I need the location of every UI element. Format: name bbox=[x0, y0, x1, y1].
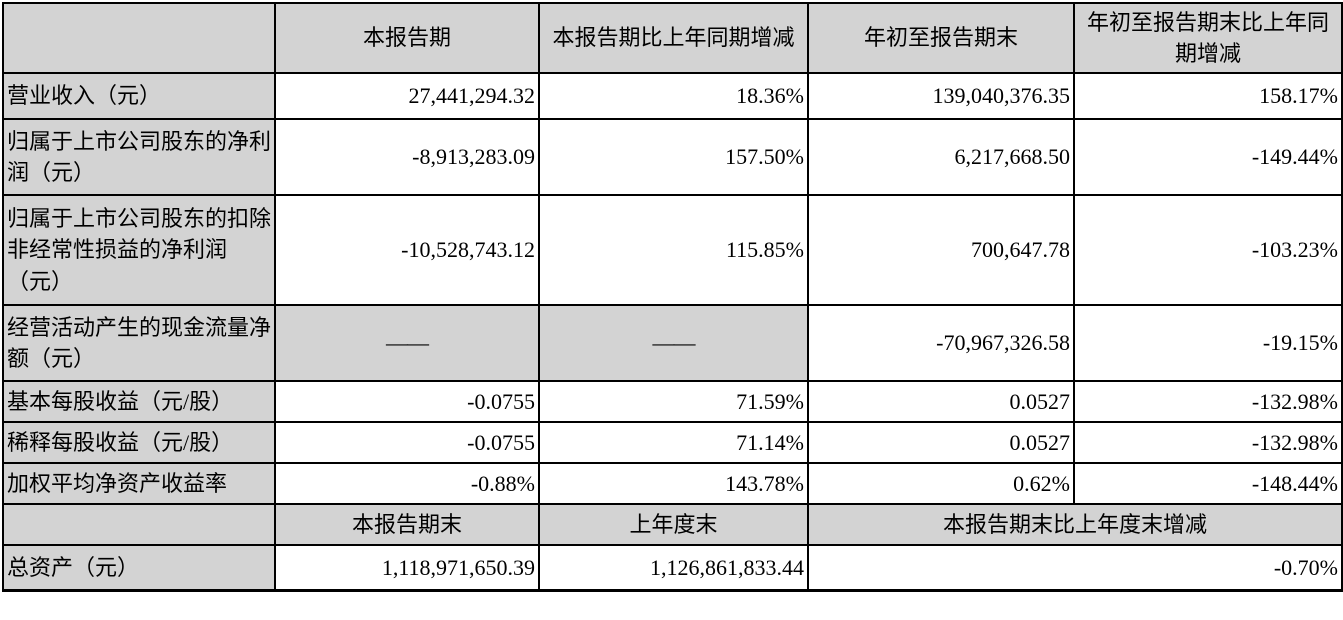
corner-cell bbox=[2, 503, 276, 546]
column-header-period-end-change: 本报告期末比上年度末增减 bbox=[807, 503, 1343, 546]
row-header: 归属于上市公司股东的扣除非经常性损益的净利润（元） bbox=[2, 194, 276, 306]
column-header-ytd-yoy: 年初至报告期末比上年同期增减 bbox=[1073, 2, 1343, 74]
row-header: 加权平均净资产收益率 bbox=[2, 462, 276, 505]
cell-current: -8,913,283.09 bbox=[274, 118, 540, 196]
cell-ytd: 6,217,668.50 bbox=[807, 118, 1075, 196]
cell-current-yoy: 71.14% bbox=[538, 421, 809, 464]
cell-ytd-yoy: -148.44% bbox=[1073, 462, 1343, 505]
row-header: 营业收入（元） bbox=[2, 72, 276, 120]
table-row-net-profit: 归属于上市公司股东的净利润（元） -8,913,283.09 157.50% 6… bbox=[2, 118, 1343, 196]
cell-current-yoy: 18.36% bbox=[538, 72, 809, 120]
row-header: 基本每股收益（元/股） bbox=[2, 380, 276, 423]
cell-ytd-yoy: -149.44% bbox=[1073, 118, 1343, 196]
cell-period-end: 1,118,971,650.39 bbox=[274, 544, 540, 592]
column-header-period-end: 本报告期末 bbox=[274, 503, 540, 546]
cell-ytd: 0.0527 bbox=[807, 380, 1075, 423]
cell-current-yoy-dash: —— bbox=[538, 304, 809, 382]
financial-summary-table: 本报告期 本报告期比上年同期增减 年初至报告期末 年初至报告期末比上年同期增减 … bbox=[2, 2, 1343, 592]
header-row: 本报告期 本报告期比上年同期增减 年初至报告期末 年初至报告期末比上年同期增减 bbox=[2, 2, 1343, 74]
cell-ytd: 700,647.78 bbox=[807, 194, 1075, 306]
table-row-operating-revenue: 营业收入（元） 27,441,294.32 18.36% 139,040,376… bbox=[2, 72, 1343, 120]
table-row-operating-cash-flow: 经营活动产生的现金流量净额（元） —— —— -70,967,326.58 -1… bbox=[2, 304, 1343, 382]
cell-ytd-yoy: -132.98% bbox=[1073, 380, 1343, 423]
corner-cell bbox=[2, 2, 276, 74]
column-header-prior-year-end: 上年度末 bbox=[538, 503, 809, 546]
table-row-net-profit-excl-nonrecurring: 归属于上市公司股东的扣除非经常性损益的净利润（元） -10,528,743.12… bbox=[2, 194, 1343, 306]
cell-ytd-yoy: 158.17% bbox=[1073, 72, 1343, 120]
cell-current: 27,441,294.32 bbox=[274, 72, 540, 120]
secondary-header-row: 本报告期末 上年度末 本报告期末比上年度末增减 bbox=[2, 503, 1343, 546]
cell-current-yoy: 115.85% bbox=[538, 194, 809, 306]
cell-ytd: 139,040,376.35 bbox=[807, 72, 1075, 120]
cell-ytd-yoy: -132.98% bbox=[1073, 421, 1343, 464]
row-header: 经营活动产生的现金流量净额（元） bbox=[2, 304, 276, 382]
column-header-current-period: 本报告期 bbox=[274, 2, 540, 74]
cell-ytd-yoy: -103.23% bbox=[1073, 194, 1343, 306]
cell-ytd: -70,967,326.58 bbox=[807, 304, 1075, 382]
cell-ytd: 0.0527 bbox=[807, 421, 1075, 464]
column-header-current-period-yoy: 本报告期比上年同期增减 bbox=[538, 2, 809, 74]
cell-period-end-change: -0.70% bbox=[807, 544, 1343, 592]
cell-current-dash: —— bbox=[274, 304, 540, 382]
row-header: 稀释每股收益（元/股） bbox=[2, 421, 276, 464]
cell-current: -0.88% bbox=[274, 462, 540, 505]
cell-current: -10,528,743.12 bbox=[274, 194, 540, 306]
row-header: 总资产（元） bbox=[2, 544, 276, 592]
table-row-weighted-avg-roe: 加权平均净资产收益率 -0.88% 143.78% 0.62% -148.44% bbox=[2, 462, 1343, 505]
table-row-basic-eps: 基本每股收益（元/股） -0.0755 71.59% 0.0527 -132.9… bbox=[2, 380, 1343, 423]
column-header-ytd: 年初至报告期末 bbox=[807, 2, 1075, 74]
table-row-diluted-eps: 稀释每股收益（元/股） -0.0755 71.14% 0.0527 -132.9… bbox=[2, 421, 1343, 464]
cell-current-yoy: 71.59% bbox=[538, 380, 809, 423]
cell-ytd-yoy: -19.15% bbox=[1073, 304, 1343, 382]
table-row-total-assets: 总资产（元） 1,118,971,650.39 1,126,861,833.44… bbox=[2, 544, 1343, 592]
row-header: 归属于上市公司股东的净利润（元） bbox=[2, 118, 276, 196]
cell-ytd: 0.62% bbox=[807, 462, 1075, 505]
cell-current-yoy: 157.50% bbox=[538, 118, 809, 196]
cell-current-yoy: 143.78% bbox=[538, 462, 809, 505]
cell-current: -0.0755 bbox=[274, 380, 540, 423]
cell-current: -0.0755 bbox=[274, 421, 540, 464]
cell-prior-year-end: 1,126,861,833.44 bbox=[538, 544, 809, 592]
